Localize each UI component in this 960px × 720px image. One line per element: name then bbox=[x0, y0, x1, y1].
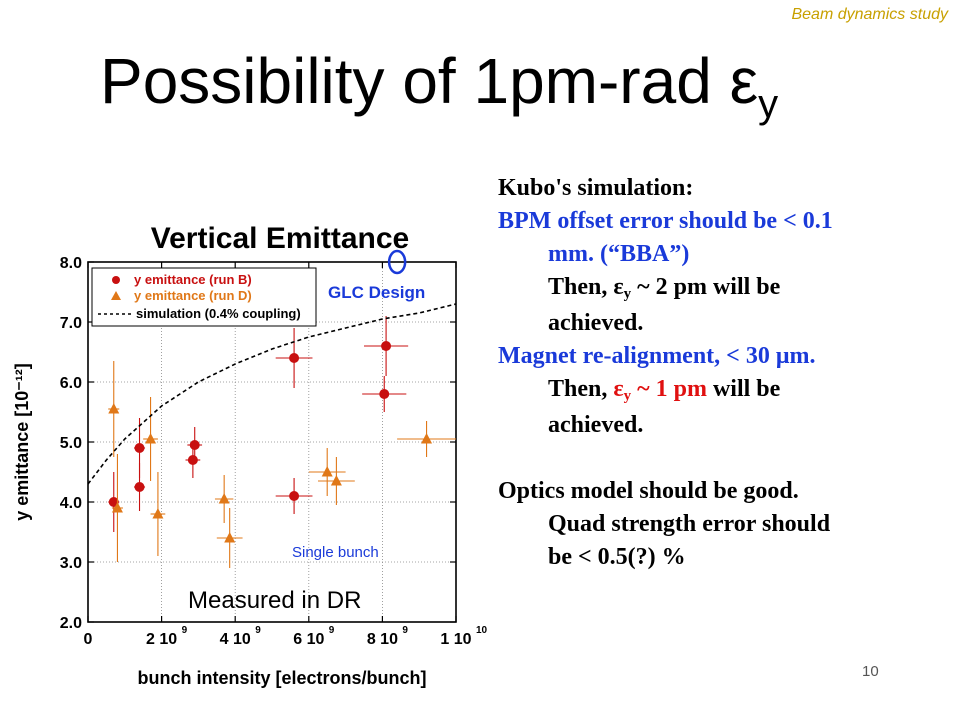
run-b-point bbox=[289, 353, 300, 363]
achieved-line-2: achieved. bbox=[548, 412, 644, 438]
achieved-line-1: achieved. bbox=[548, 310, 644, 336]
y-tick-label: 5.0 bbox=[60, 435, 82, 452]
then2-eps: ε bbox=[613, 376, 624, 402]
x-tick-label: 8 10 bbox=[367, 631, 398, 648]
bpm-line-2: mm. (“BBA”) bbox=[548, 241, 690, 267]
x-tick-label: 6 10 bbox=[293, 631, 324, 648]
run-d-point bbox=[421, 433, 433, 444]
x-tick-exponent: 9 bbox=[182, 625, 188, 636]
x-tick-exponent: 9 bbox=[255, 625, 261, 636]
legend-box bbox=[91, 267, 317, 327]
run-d-point bbox=[218, 493, 230, 504]
chart-title: Vertical Emittance bbox=[151, 222, 409, 255]
simulation-heading: Kubo's simulation: bbox=[498, 175, 694, 201]
x-tick-exponent: 9 bbox=[402, 625, 408, 636]
x-tick-label: 2 10 bbox=[146, 631, 177, 648]
then2-sub: y bbox=[623, 388, 632, 404]
then1-eps: ε bbox=[613, 274, 624, 300]
glc-design-marker bbox=[387, 249, 407, 275]
then-line-2: Then, εy ~ 1 pm will be bbox=[498, 373, 948, 409]
magnet-line: Magnet re-alignment, < 30 μm. bbox=[498, 343, 816, 369]
run-d-point bbox=[330, 475, 342, 486]
y-tick-label: 7.0 bbox=[60, 315, 82, 332]
legend-label: simulation (0.4% coupling) bbox=[136, 306, 301, 321]
x-tick-exponent: 9 bbox=[329, 625, 335, 636]
then1-sub: y bbox=[623, 286, 632, 302]
run-b-point bbox=[189, 440, 200, 450]
quad-line-1: Quad strength error should bbox=[548, 511, 831, 537]
x-axis-label: bunch intensity [electrons/bunch] bbox=[137, 668, 426, 688]
x-tick-exponent: 10 bbox=[476, 625, 488, 636]
x-tick-label: 0 bbox=[84, 631, 93, 648]
run-b-point bbox=[134, 443, 145, 453]
simulation-curve bbox=[87, 303, 457, 485]
run-b-point bbox=[379, 389, 390, 399]
run-d-point bbox=[321, 466, 333, 477]
run-d-point bbox=[111, 502, 123, 513]
then1-pre: Then, bbox=[548, 274, 614, 300]
title-main: Possibility of 1pm-rad bbox=[100, 45, 730, 117]
then-line-1: Then, εy ~ 2 pm will be bbox=[498, 271, 948, 307]
run-d-point bbox=[224, 532, 236, 543]
slide-title: Possibility of 1pm-rad εy bbox=[100, 44, 778, 126]
glc-design-label: GLC Design bbox=[328, 283, 425, 302]
quad-line-2: be < 0.5(?) % bbox=[548, 544, 686, 570]
y-tick-label: 6.0 bbox=[60, 375, 82, 392]
run-d-point bbox=[152, 508, 164, 519]
legend-label: y emittance (run B) bbox=[134, 272, 252, 287]
x-tick-label: 1 10 bbox=[440, 631, 471, 648]
y-axis-label: y emittance [10⁻¹²] bbox=[12, 363, 32, 521]
measured-label: Measured in DR bbox=[188, 587, 361, 614]
single-bunch-label: Single bunch bbox=[292, 544, 379, 561]
then2-val: ~ 1 pm bbox=[631, 376, 707, 402]
right-text-block: Kubo's simulation: BPM offset error shou… bbox=[498, 172, 948, 574]
header-tag: Beam dynamics study bbox=[791, 6, 948, 23]
legend-circle-swatch bbox=[112, 276, 120, 284]
legend-triangle-swatch bbox=[111, 291, 121, 300]
run-b-point bbox=[187, 455, 198, 465]
optics-line: Optics model should be good. bbox=[498, 478, 799, 504]
run-d-point bbox=[145, 433, 157, 444]
title-subscript: y bbox=[758, 82, 779, 126]
y-tick-label: 8.0 bbox=[60, 255, 82, 272]
then2-pre: Then, bbox=[548, 376, 614, 402]
emittance-chart: Vertical Emittance 2.0 3.0 4.0 5.0 6.0 7.0 8.0 0… bbox=[12, 222, 488, 688]
run-b-point bbox=[134, 482, 145, 492]
legend-label: y emittance (run D) bbox=[134, 288, 252, 303]
slide-number: 10 bbox=[862, 663, 879, 680]
bpm-line-1: BPM offset error should be < 0.1 bbox=[498, 208, 833, 234]
then2-post: will be bbox=[706, 376, 781, 402]
y-tick-label: 3.0 bbox=[60, 555, 82, 572]
then1-post: ~ 2 pm will be bbox=[631, 274, 781, 300]
run-b-point bbox=[381, 341, 392, 351]
y-tick-label: 2.0 bbox=[60, 615, 82, 632]
x-tick-label: 4 10 bbox=[220, 631, 251, 648]
y-tick-label: 4.0 bbox=[60, 495, 82, 512]
title-symbol: ε bbox=[729, 45, 759, 117]
run-d-point bbox=[108, 403, 120, 414]
run-b-point bbox=[289, 491, 300, 501]
